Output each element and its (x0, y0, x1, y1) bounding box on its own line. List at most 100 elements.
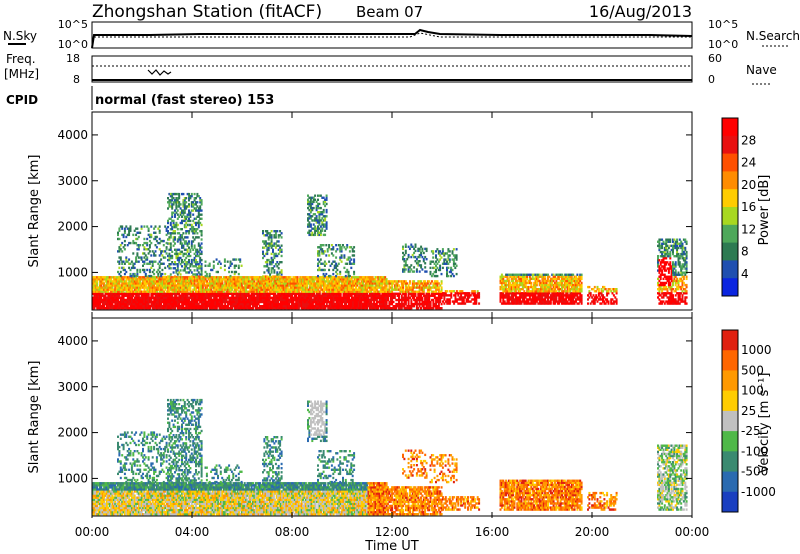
range-cell (114, 280, 117, 283)
range-cell (663, 257, 666, 260)
range-cell (284, 278, 286, 281)
range-cell (531, 288, 534, 291)
range-cell (517, 296, 520, 299)
range-cell (375, 284, 378, 287)
range-cell (133, 288, 136, 291)
range-cell (302, 282, 305, 285)
range-cell (507, 290, 510, 293)
range-cell (217, 276, 220, 279)
range-cell (321, 296, 324, 300)
range-cell (171, 276, 174, 279)
range-cell (669, 298, 672, 301)
range-cell (521, 281, 524, 285)
range-cell (678, 285, 681, 289)
range-cell (129, 294, 132, 297)
range-cell (211, 300, 214, 304)
range-cell (158, 307, 161, 310)
range-cell (172, 300, 175, 304)
range-cell (253, 278, 256, 281)
range-cell (151, 305, 154, 308)
range-cell (503, 283, 506, 287)
range-cell (324, 305, 327, 308)
range-cell (264, 302, 267, 306)
range-cell (678, 279, 681, 283)
range-cell (500, 281, 503, 285)
range-cell (260, 300, 263, 304)
range-cell (299, 298, 302, 302)
range-cell (329, 278, 332, 281)
range-cell (661, 292, 664, 295)
range-cell (666, 288, 669, 291)
range-cell (236, 276, 239, 279)
range-cell (339, 300, 342, 304)
range-cell (314, 286, 317, 289)
range-cell (413, 296, 416, 300)
range-cell (667, 275, 670, 278)
range-cell (400, 300, 403, 304)
range-cell (562, 277, 565, 281)
range-cell (592, 294, 595, 297)
range-cell (500, 296, 503, 299)
range-cell (534, 285, 537, 289)
range-cell (579, 296, 582, 299)
range-cell (215, 298, 218, 302)
range-cell (193, 278, 196, 281)
nave-tick-low: 0 (708, 73, 715, 86)
range-cell (291, 300, 293, 304)
range-cell (548, 290, 551, 293)
range-cell (160, 294, 163, 297)
range-cell (133, 278, 136, 281)
range-cell (107, 282, 110, 285)
range-cell (676, 292, 679, 295)
range-cell (667, 252, 670, 256)
range-cell (554, 283, 556, 287)
range-cell (293, 302, 296, 306)
range-cell (93, 284, 96, 287)
range-cell (291, 298, 293, 302)
range-cell (186, 284, 189, 287)
range-cell (195, 302, 197, 306)
range-cell (398, 296, 400, 300)
range-cell (147, 298, 150, 302)
range-cell (338, 288, 341, 291)
range-cell (545, 279, 548, 283)
range-cell (350, 290, 353, 293)
range-cell (429, 288, 432, 291)
range-cell (192, 282, 195, 285)
range-cell (603, 288, 606, 291)
range-cell (350, 294, 353, 297)
range-cell (286, 298, 289, 302)
range-cell (674, 263, 677, 266)
range-cell (389, 300, 392, 304)
range-cell (284, 305, 286, 308)
range-cell (288, 284, 291, 287)
range-cell (171, 286, 174, 289)
range-cell (611, 288, 614, 291)
range-cell (334, 298, 337, 302)
range-cell (325, 298, 328, 302)
range-cell (338, 292, 341, 295)
range-cell (367, 300, 370, 304)
range-cell (153, 305, 156, 308)
range-cell (110, 298, 113, 302)
range-cell (391, 307, 394, 310)
range-cell (403, 296, 406, 300)
range-cell (374, 284, 377, 287)
range-cell (112, 296, 115, 300)
range-cell (674, 265, 677, 268)
range-cell (275, 298, 278, 302)
range-cell (107, 298, 110, 302)
range-cell (327, 282, 330, 285)
range-cell (422, 292, 425, 295)
range-cell (161, 298, 164, 302)
range-cell (168, 307, 171, 310)
nsearch-tick-high: 10^5 (708, 18, 738, 31)
range-cell (111, 286, 114, 289)
range-cell (409, 292, 411, 295)
range-cell (206, 300, 209, 304)
range-cell (261, 286, 264, 289)
range-cell (242, 276, 245, 279)
range-cell (228, 276, 231, 279)
range-cell (417, 282, 420, 285)
range-cell (505, 296, 508, 299)
